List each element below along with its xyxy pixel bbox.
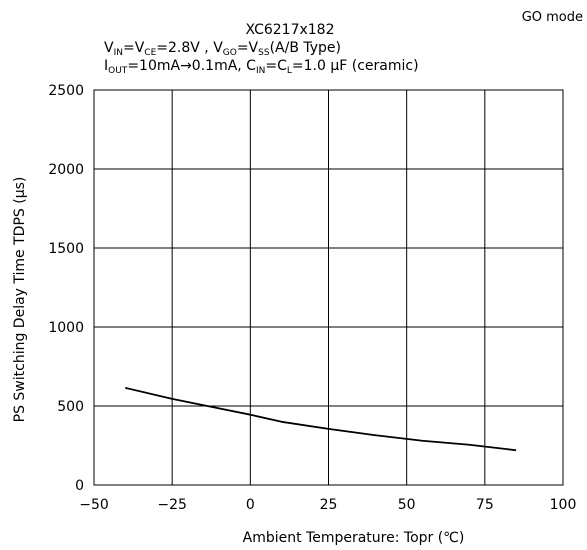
x-axis-label: Ambient Temperature: Topr (℃): [243, 530, 465, 546]
y-tick-labels: 0 500 1000 1500 2000 2500: [48, 83, 84, 494]
x-tick-label: −25: [157, 497, 187, 513]
y-tick-label: 2000: [48, 162, 84, 178]
x-tick-label: −50: [79, 497, 109, 513]
x-tick-label: 100: [550, 497, 577, 513]
chart-subtitle-line2: IOUT=10mA→0.1mA, CIN=CL=1.0 μF (ceramic): [104, 58, 419, 76]
y-tick-label: 2500: [48, 83, 84, 99]
y-tick-label: 1000: [48, 320, 84, 336]
plot-frame: [93, 89, 564, 486]
y-tick-label: 1500: [48, 241, 84, 257]
x-tick-label: 0: [246, 497, 255, 513]
y-tick-label: 500: [57, 399, 84, 415]
x-tick-labels: −50 −25 0 25 50 75 100: [79, 497, 576, 513]
x-tick-label: 25: [320, 497, 338, 513]
y-axis-label: PS Switching Delay Time TDPS (μs): [12, 177, 28, 423]
chart-title: XC6217x182: [245, 22, 335, 38]
x-tick-label: 50: [398, 497, 416, 513]
mode-label: GO mode: [521, 10, 583, 25]
series-line: [125, 386, 517, 452]
y-tick-label: 0: [75, 478, 84, 494]
chart-subtitle-line1: VIN=VCE=2.8V , VGO=VSS(A/B Type): [104, 40, 342, 58]
series-group: [125, 386, 517, 452]
x-tick-label: 75: [476, 497, 494, 513]
grid: [93, 89, 564, 486]
